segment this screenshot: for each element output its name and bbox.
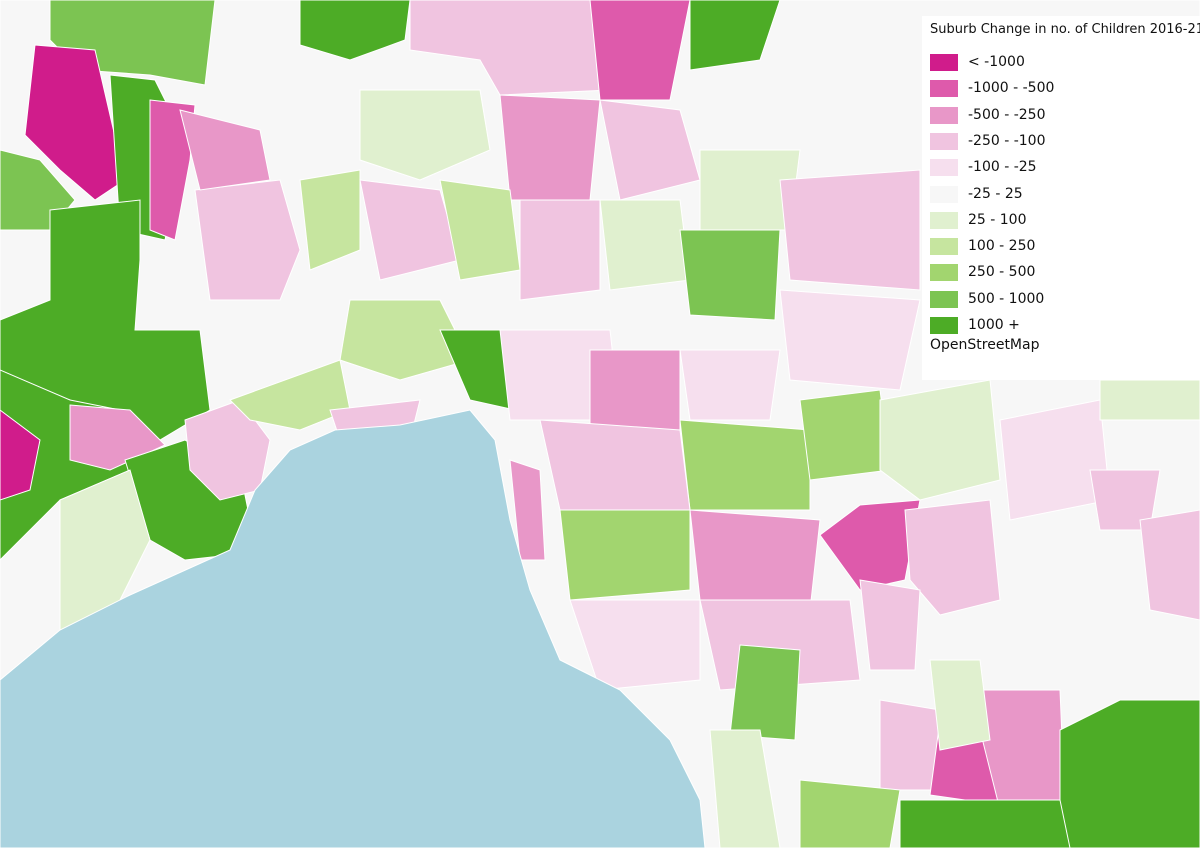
legend-swatch: [930, 132, 958, 150]
legend-swatch: [930, 106, 958, 124]
suburb: [689, 509, 821, 611]
legend-label: -100 - -25: [968, 159, 1037, 176]
suburb: [904, 499, 1001, 616]
suburb: [729, 644, 801, 741]
legend-label: 25 - 100: [968, 211, 1027, 228]
legend-title: Suburb Change in no. of Children 2016-21: [930, 22, 1200, 37]
suburb: [179, 109, 271, 191]
suburb: [679, 229, 781, 321]
suburb: [679, 349, 781, 421]
suburb: [859, 579, 921, 671]
suburb: [779, 289, 921, 391]
legend-swatch: [930, 317, 958, 334]
suburb: [879, 699, 941, 791]
suburb: [299, 169, 361, 271]
suburb: [799, 389, 891, 481]
legend-swatch: [930, 211, 958, 229]
legend-label: -250 - -100: [968, 132, 1046, 149]
suburb: [359, 89, 491, 181]
legend-label: 500 - 1000: [968, 290, 1045, 307]
legend-label: < -1000: [968, 54, 1025, 70]
suburb: [679, 419, 811, 511]
legend-swatch: [930, 54, 958, 71]
suburb: [569, 599, 701, 691]
suburb: [709, 729, 781, 848]
legend-label: -25 - 25: [968, 185, 1023, 202]
suburb: [0, 409, 41, 501]
suburb: [339, 299, 471, 381]
suburb: [299, 0, 411, 61]
map-source: OpenStreetMap: [930, 337, 1040, 353]
legend-swatch: [930, 264, 958, 282]
legend-swatch: [930, 290, 958, 308]
suburb: [519, 199, 601, 301]
suburb: [899, 799, 1071, 848]
legend-label: 100 - 250: [968, 238, 1036, 255]
suburb: [599, 199, 691, 291]
suburb: [1099, 379, 1200, 421]
suburb: [509, 459, 546, 561]
suburb: [539, 419, 691, 511]
legend-label: 1000 +: [968, 317, 1020, 333]
suburb: [1139, 509, 1200, 621]
suburb: [499, 94, 601, 201]
legend-label: -500 - -250: [968, 106, 1046, 123]
suburb: [879, 379, 1001, 501]
suburb: [589, 0, 691, 101]
suburb: [24, 44, 126, 201]
legend-label: 250 - 500: [968, 264, 1036, 281]
suburb: [999, 399, 1111, 521]
suburb: [229, 359, 351, 431]
suburb: [1059, 699, 1200, 848]
legend-label: -1000 - -500: [968, 80, 1055, 97]
suburb: [779, 169, 921, 291]
legend-swatch: [930, 80, 958, 98]
suburb: [929, 659, 991, 751]
legend-swatch: [930, 159, 958, 177]
bay: [0, 409, 706, 848]
suburb: [149, 99, 196, 241]
suburb: [194, 179, 301, 301]
legend-swatch: [930, 185, 958, 203]
suburb: [559, 509, 691, 601]
legend: Suburb Change in no. of Children 2016-21…: [922, 16, 1200, 380]
legend-swatch: [930, 238, 958, 256]
suburb: [689, 0, 781, 71]
suburb: [799, 779, 901, 848]
